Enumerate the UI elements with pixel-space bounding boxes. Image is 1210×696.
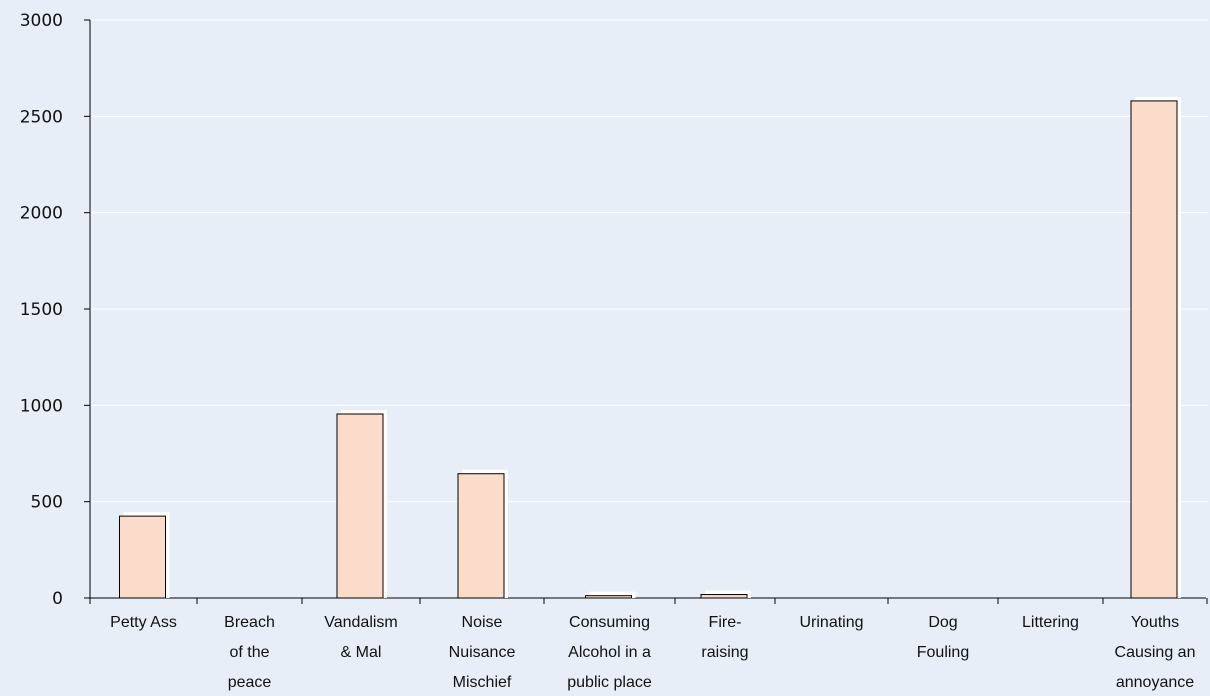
bar [457, 473, 505, 599]
y-tick-label: 2000 [20, 204, 63, 224]
bar [119, 515, 166, 599]
bar [336, 413, 384, 599]
x-tick-label: Vandalism & Mal [324, 614, 398, 661]
y-tick-label: 1500 [20, 300, 63, 320]
y-tick-label: 0 [52, 589, 63, 609]
bar [585, 595, 632, 599]
x-tick-label: Petty Ass [110, 614, 177, 631]
y-tick-label: 500 [31, 493, 63, 513]
x-tick-label: Youths Causing an annoyance [1115, 614, 1196, 691]
x-tick-label: Urinating [799, 614, 863, 631]
y-tick-label: 1000 [20, 396, 63, 416]
y-tick-label: 2500 [20, 107, 63, 127]
x-tick-label: Breach of the peace [224, 614, 275, 691]
x-tick-label: Fire-raising [701, 614, 748, 661]
bar [1130, 100, 1178, 599]
x-tick-label: Consuming Alcohol in a public place [567, 614, 652, 691]
bar-shadow [589, 591, 636, 598]
x-tick-label: Noise Nuisance Mischief [449, 614, 516, 691]
bar [700, 594, 748, 599]
x-tick-label: Dog Fouling [917, 614, 969, 661]
y-tick-label: 3000 [20, 11, 63, 31]
x-tick-label: Littering [1022, 614, 1079, 631]
